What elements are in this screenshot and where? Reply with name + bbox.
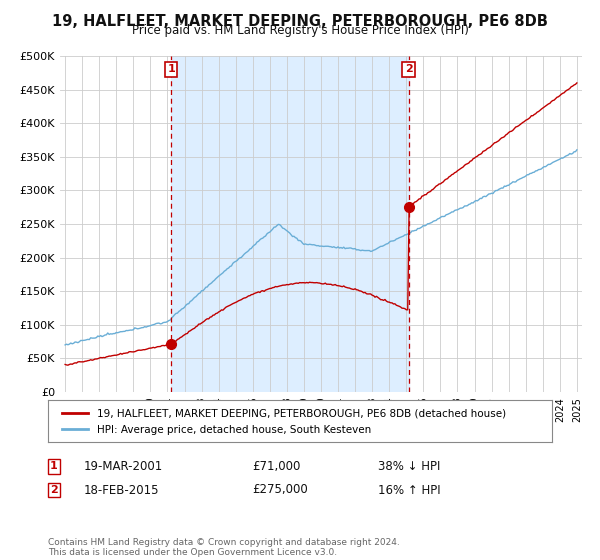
Text: 18-FEB-2015: 18-FEB-2015 — [84, 483, 160, 497]
Text: 2: 2 — [50, 485, 58, 495]
Text: 2: 2 — [404, 64, 412, 74]
Text: £71,000: £71,000 — [252, 460, 301, 473]
Text: 1: 1 — [167, 64, 175, 74]
Text: 19, HALFLEET, MARKET DEEPING, PETERBOROUGH, PE6 8DB: 19, HALFLEET, MARKET DEEPING, PETERBOROU… — [52, 14, 548, 29]
Bar — [171, 56, 409, 392]
Legend: 19, HALFLEET, MARKET DEEPING, PETERBOROUGH, PE6 8DB (detached house), HPI: Avera: 19, HALFLEET, MARKET DEEPING, PETERBOROU… — [58, 404, 510, 438]
Text: £275,000: £275,000 — [252, 483, 308, 497]
Text: 19-MAR-2001: 19-MAR-2001 — [84, 460, 163, 473]
Text: 1: 1 — [50, 461, 58, 472]
Text: Price paid vs. HM Land Registry's House Price Index (HPI): Price paid vs. HM Land Registry's House … — [131, 24, 469, 37]
Text: 38% ↓ HPI: 38% ↓ HPI — [378, 460, 440, 473]
Text: 16% ↑ HPI: 16% ↑ HPI — [378, 483, 440, 497]
Text: Contains HM Land Registry data © Crown copyright and database right 2024.
This d: Contains HM Land Registry data © Crown c… — [48, 538, 400, 557]
